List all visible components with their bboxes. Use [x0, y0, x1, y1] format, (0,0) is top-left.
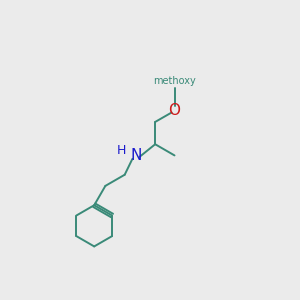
- Text: N: N: [130, 148, 142, 163]
- Text: H: H: [116, 144, 126, 157]
- Text: O: O: [169, 103, 181, 118]
- Text: methoxy: methoxy: [153, 76, 196, 85]
